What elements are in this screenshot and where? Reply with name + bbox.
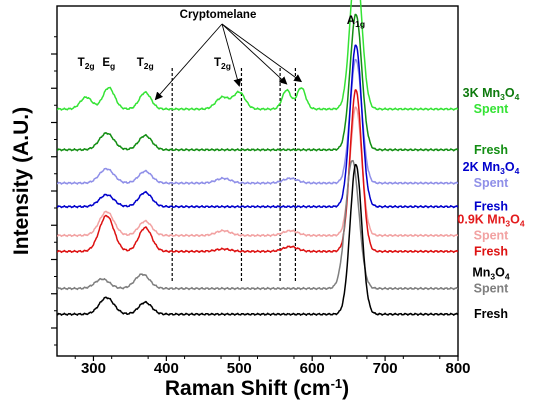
series-line-3K-fresh — [57, 13, 458, 152]
annotation-arrows — [154, 23, 303, 101]
annotation-arrow — [221, 23, 303, 83]
peak-label: T2g — [214, 57, 231, 71]
x-tick-labels: 300 400 500 600 700 800 — [81, 360, 471, 377]
series-label-spent: Spent — [474, 176, 510, 190]
series-line-2K-fresh — [57, 44, 458, 209]
axis-ticks — [51, 36, 459, 361]
series-line-2K-spent — [57, 58, 458, 185]
series-line-3K-spent — [57, 0, 458, 111]
marker-lines — [171, 68, 297, 281]
x-tick-label: 600 — [300, 360, 325, 377]
cryptomelane-annotation: Cryptomelane — [180, 9, 257, 21]
peak-labels: T2g Eg T2g T2g A1g — [78, 15, 365, 71]
sample-label: 0.9K Mn3O4 — [457, 212, 524, 228]
annotation-arrow — [154, 23, 223, 101]
series-line-Mn3O4-spent — [57, 159, 458, 291]
series-label-spent: Spent — [474, 282, 510, 296]
y-axis-title: Intensity (A.U.) — [10, 107, 33, 255]
series-label-fresh: Fresh — [474, 244, 508, 258]
plot-frame — [56, 5, 459, 357]
series-line-0.9K-spent — [57, 106, 458, 238]
x-tick-label: 700 — [373, 360, 398, 377]
series-label-fresh: Fresh — [474, 143, 508, 157]
series-group — [57, 0, 458, 316]
series-label-fresh: Fresh — [474, 200, 508, 214]
peak-label: A1g — [347, 15, 365, 29]
x-axis-title: Raman Shift (cm-1) — [165, 376, 349, 401]
sample-label: 2K Mn3O4 — [463, 160, 520, 176]
sample-label: Mn3O4 — [472, 266, 510, 282]
sample-label: 3K Mn3O4 — [463, 86, 520, 102]
series-line-0.9K-fresh — [57, 89, 458, 254]
peak-label: T2g — [137, 57, 154, 71]
series-label-spent: Spent — [474, 228, 510, 242]
x-tick-label: 300 — [81, 360, 106, 377]
peak-label: Eg — [102, 57, 115, 71]
annotation-arrow — [221, 23, 242, 87]
x-tick-label: 800 — [445, 360, 470, 377]
peak-label: T2g — [78, 57, 95, 71]
annotation-arrow — [221, 23, 288, 85]
x-tick-label: 400 — [154, 360, 179, 377]
x-tick-label: 500 — [227, 360, 252, 377]
series-label-spent: Spent — [474, 102, 510, 116]
series-line-Mn3O4-fresh — [57, 163, 458, 316]
series-label-fresh: Fresh — [474, 307, 508, 321]
